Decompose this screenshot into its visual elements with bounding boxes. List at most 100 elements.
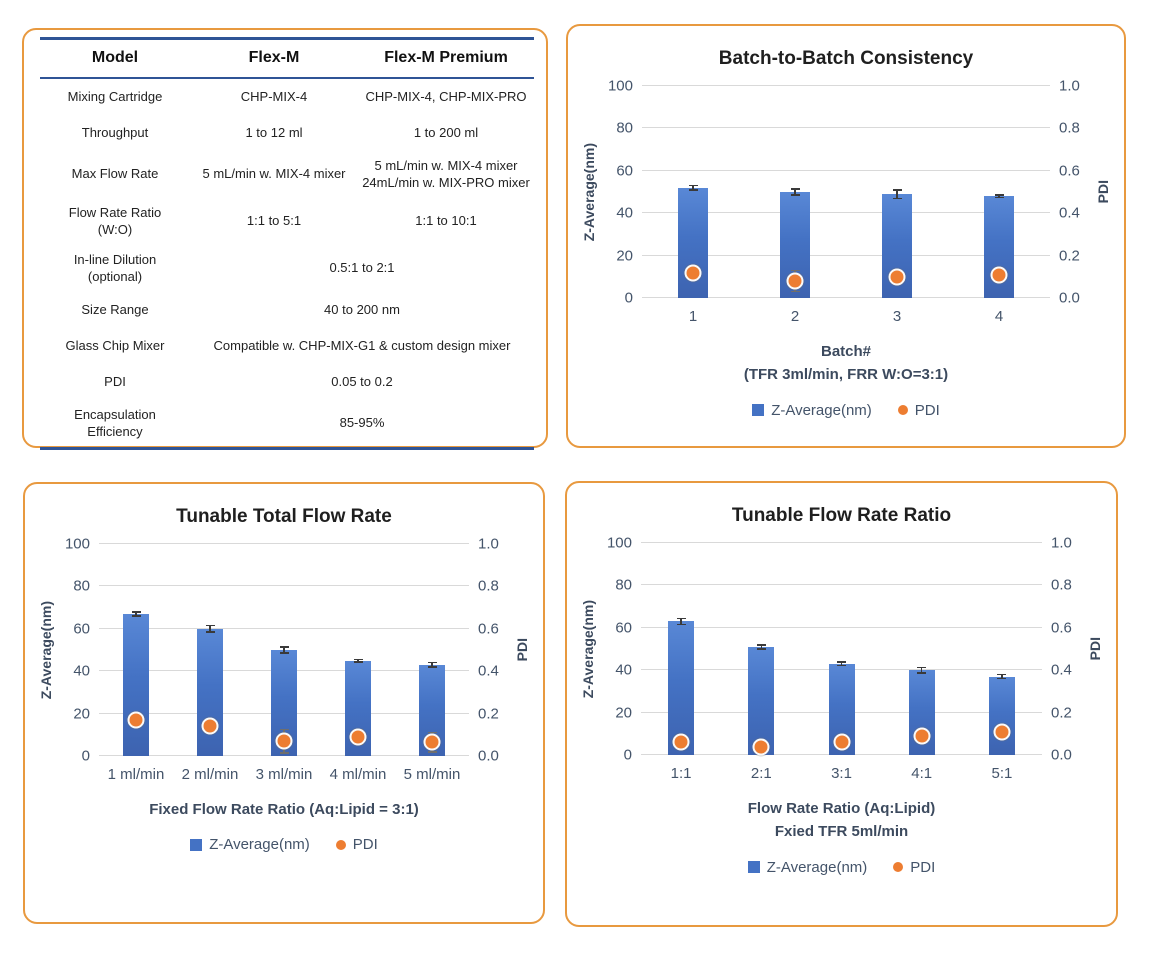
y-tick-label: 40 (616, 204, 633, 222)
dual-axis-bar-chart: Batch-to-Batch Consistency Z-Average(nm) 1… (568, 26, 1124, 446)
y-axis-title-left: Z-Average(nm) (578, 86, 600, 298)
error-bar-line (135, 611, 137, 617)
spec-table-value-cell: 1:1 to 10:1 (415, 213, 477, 229)
y-axis-ticks-left: 100 80 60 40 20 0 (57, 536, 99, 765)
error-bar-cap-bottom (676, 623, 686, 626)
dual-axis-bar-chart: Tunable Flow Rate Ratio Z-Average(nm) 100 8… (567, 483, 1116, 925)
error-bar-cap-bottom (279, 752, 289, 754)
y-tick-label: 80 (73, 577, 90, 595)
error-bar-cap-top (790, 188, 800, 190)
chart-panel-flow-rate-ratio: Tunable Flow Rate Ratio Z-Average(nm) 100 8… (565, 481, 1118, 927)
error-bar-line (431, 662, 433, 667)
gridline (99, 543, 469, 544)
pdi-dot (672, 733, 690, 751)
error-bar-line (209, 625, 211, 632)
category-label: 5 ml/min (403, 766, 461, 783)
legend-swatch-z-average-icon (752, 404, 765, 416)
legend-label: Z-Average(nm) (771, 401, 872, 419)
pdi-dot (913, 727, 931, 745)
spec-table-label-cell: Mixing Cartridge (67, 88, 163, 104)
x-axis-title-line: (TFR 3ml/min, FRR W:O=3:1) (743, 366, 949, 384)
spec-table-value-cell: 40 to 200 nm (324, 301, 400, 317)
error-bar-cap-bottom (205, 631, 215, 633)
spec-table: Model Flex-M Flex-M Premium Mixing Cartridg… (40, 37, 534, 450)
pdi-dot (993, 723, 1011, 741)
y-tick-label: 0.4 (1051, 661, 1072, 679)
gridline (642, 169, 1050, 171)
bar-slot (641, 543, 721, 755)
legend-marker-pdi-icon (893, 862, 904, 872)
pdi-dot (786, 272, 804, 290)
legend-marker-pdi-icon (335, 839, 346, 850)
spec-table-label-cell: PDI (104, 373, 126, 389)
spec-table-value-cell: 1 to 12 ml (245, 124, 303, 140)
y-axis-title-left-text: Z-Average(nm) (580, 599, 596, 699)
y-tick-label: 80 (615, 576, 632, 594)
plot-slots (641, 543, 1042, 756)
spec-table-value-cell: 1 to 200 ml (413, 124, 479, 140)
y-axis-title-left-text: Z-Average(nm) (38, 600, 54, 700)
y-tick-label: 20 (73, 705, 90, 723)
error-bar-line (896, 189, 898, 199)
category-label: 2 ml/min (181, 766, 239, 783)
spec-table-label-cell: In-line Dilution (optional) (73, 251, 157, 284)
gridline (99, 627, 469, 629)
spec-table-header-cell: Flex-M Premium (358, 40, 534, 79)
legend-item-pdi: PDI (893, 859, 935, 876)
y-axis-title-right: PDI (511, 544, 533, 756)
chart-legend: Z-Average(nm) PDI (99, 836, 469, 853)
bar-slot (948, 86, 1050, 298)
error-bar-cap-bottom (994, 196, 1004, 199)
y-tick-label: 0.2 (1059, 247, 1080, 265)
gridline (99, 585, 469, 587)
y-tick-label: 20 (615, 704, 632, 722)
spec-table-value-cell: 85-95% (339, 415, 385, 431)
error-bar-line (840, 662, 843, 666)
y-axis-title-right-text: PDI (1087, 637, 1103, 661)
error-bar-cap-bottom (790, 194, 800, 196)
gridline (641, 584, 1042, 586)
plot-column: 1:1 2:1 3:1 4:1 5:1 Flow Rate Ratio (Aq:Lipid… (641, 542, 1042, 876)
legend-item-z-average: Z-Average(nm) (747, 859, 867, 876)
error-bar-cap-top (676, 617, 686, 620)
y-tick-label: 1.0 (478, 535, 499, 553)
category-label: 3 (892, 308, 902, 325)
y-tick-label: 0 (624, 289, 633, 307)
y-axis-ticks-left: 100 80 60 40 20 0 (600, 78, 642, 307)
legend-label: PDI (914, 401, 940, 419)
y-axis-title-right: PDI (1084, 543, 1106, 755)
gridline (642, 85, 1050, 86)
category-label: 3:1 (831, 765, 852, 782)
spec-table-value-cell: 5 mL/min w. MIX-4 mixer (202, 166, 346, 182)
error-bar-line (1001, 674, 1003, 679)
pdi-dot (201, 717, 219, 735)
error-bar-cap-top (279, 646, 289, 648)
chart-legend: Z-Average(nm) PDI (641, 859, 1042, 876)
y-tick-label: 40 (615, 661, 632, 679)
error-bar-cap-bottom (756, 648, 766, 650)
category-label: 4 ml/min (329, 766, 387, 783)
y-axis-title-right-text: PDI (1095, 180, 1111, 204)
bar-slot (801, 543, 881, 755)
error-bar-cap-bottom (892, 197, 902, 200)
plot-column: 1 ml/min 2 ml/min 3 ml/min 4 ml/min 5 ml/min… (99, 543, 469, 853)
pdi-dot (275, 732, 293, 750)
category-label: 4 (994, 308, 1004, 325)
plot-area (641, 542, 1042, 756)
category-label: 2:1 (750, 765, 772, 782)
chart-body: Z-Average(nm) 100 80 60 40 20 0 1:1 2:1 3:1 4:1 5:1… (577, 535, 1106, 876)
error-bar-cap-top (131, 611, 141, 613)
y-tick-label: 0.8 (478, 577, 499, 595)
error-bar-cap-top (756, 644, 766, 646)
y-tick-label: 60 (615, 619, 632, 637)
z-average-bar (668, 621, 695, 755)
legend-swatch-z-average-icon (190, 838, 203, 851)
plot-area (99, 543, 469, 756)
y-tick-label: 0.0 (1051, 746, 1072, 764)
spec-table-header-cell: Model (40, 40, 190, 79)
error-bar-cap-bottom (427, 751, 437, 753)
gridline (642, 297, 1050, 298)
bar-slot (846, 86, 948, 298)
spec-table-value-cell: 0.5:1 to 2:1 (329, 260, 395, 276)
gridline (642, 254, 1050, 256)
